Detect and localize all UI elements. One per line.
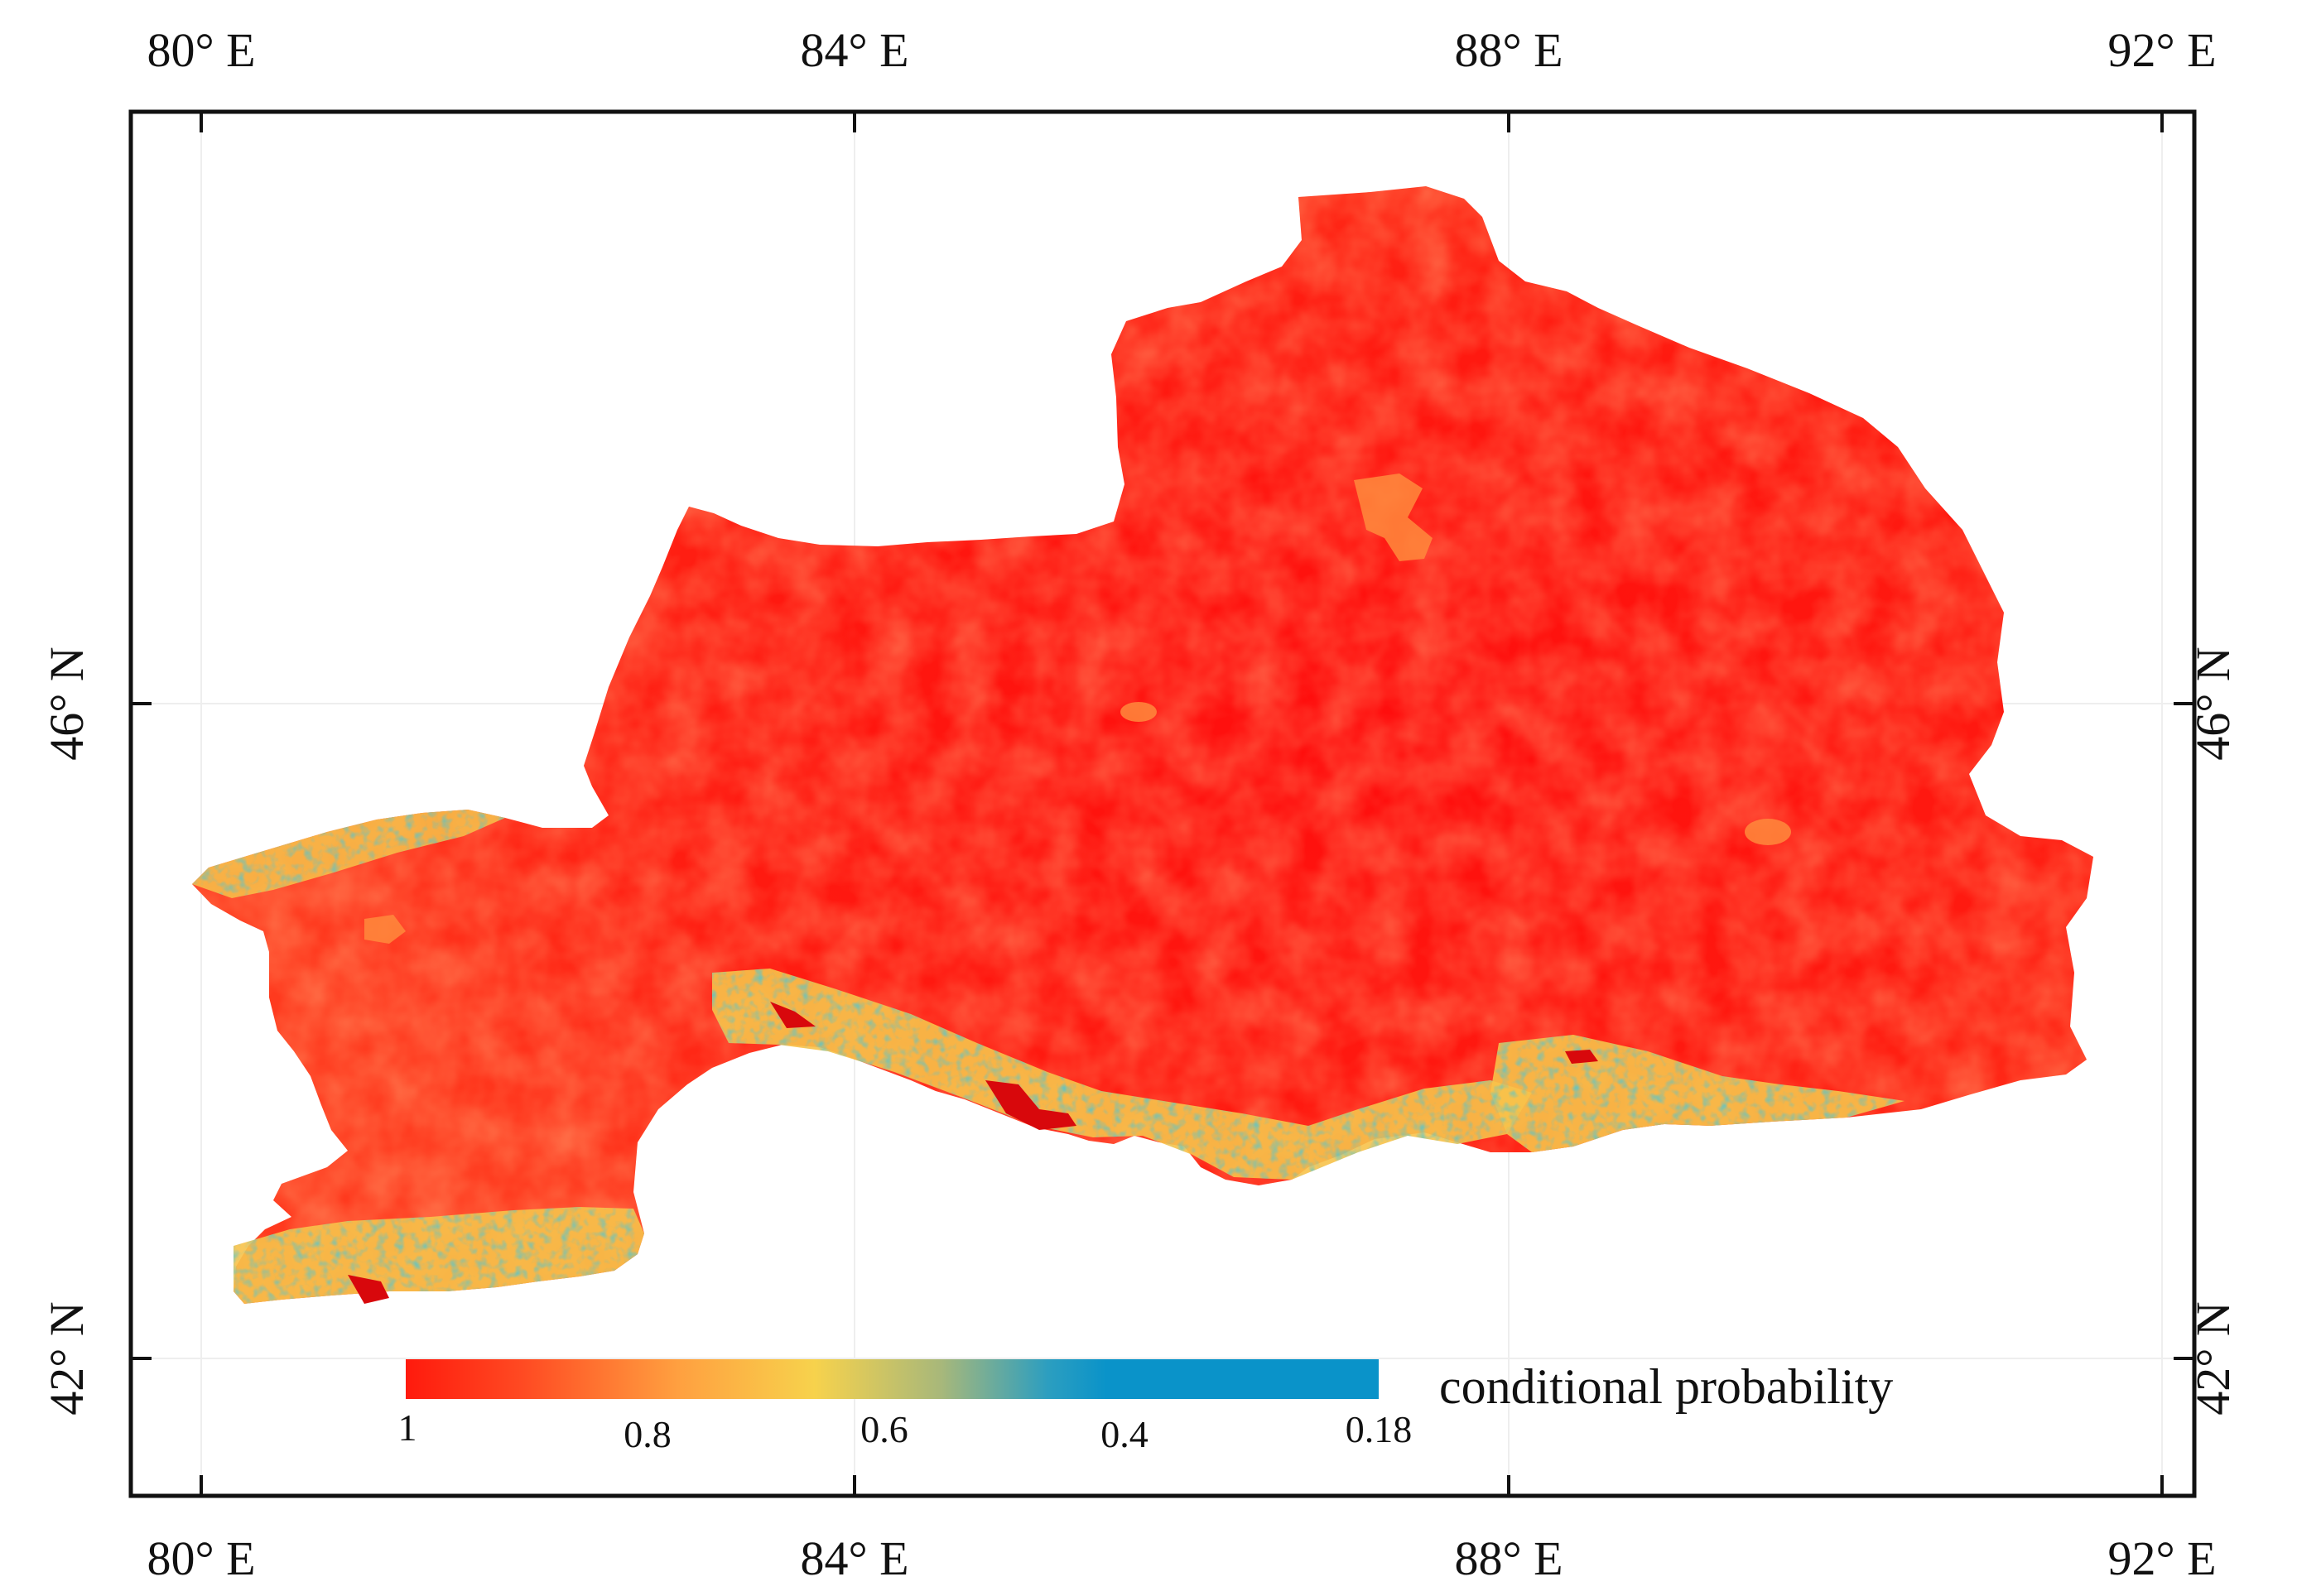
region-texture [192,186,2093,1304]
left-latitude-labels: 46° N 42° N [40,647,94,1416]
bottom-lon-label: 80° E [147,1531,255,1585]
bottom-lon-label: 88° E [1454,1531,1563,1585]
top-lon-label: 84° E [800,23,908,77]
left-lat-label: 42° N [40,1301,94,1416]
top-lon-label: 80° E [147,23,255,77]
colorbar-tick-label: 1 [398,1406,417,1449]
right-lat-label: 46° N [2186,647,2240,761]
left-lat-label: 46° N [40,647,94,761]
top-lon-label: 88° E [1454,23,1563,77]
lake-patches [364,474,1791,944]
colorbar-tick-label: 0.4 [1100,1413,1148,1455]
bottom-lon-label: 92° E [2107,1531,2216,1585]
top-lon-label: 92° E [2107,23,2216,77]
colorbar-legend: 1 0.8 0.6 0.4 0.18 conditional probabili… [398,1359,1893,1455]
colorbar-tick-label: 0.8 [624,1413,672,1455]
top-longitude-labels: 80° E 84° E 88° E 92° E [147,23,2216,77]
tick-marks [131,112,2194,1496]
colorbar-gradient [406,1359,1379,1399]
right-lat-label: 42° N [2186,1301,2240,1416]
mountain-belts [192,810,1905,1304]
colorbar-tick-label: 0.18 [1346,1408,1413,1450]
colorbar-tick-label: 0.6 [860,1408,908,1450]
probability-raster [192,186,2093,1304]
right-latitude-labels: 46° N 42° N [2186,647,2240,1416]
colorbar-title: conditional probability [1439,1359,1893,1414]
bottom-longitude-labels: 80° E 84° E 88° E 92° E [147,1531,2216,1585]
bottom-lon-label: 84° E [800,1531,908,1585]
